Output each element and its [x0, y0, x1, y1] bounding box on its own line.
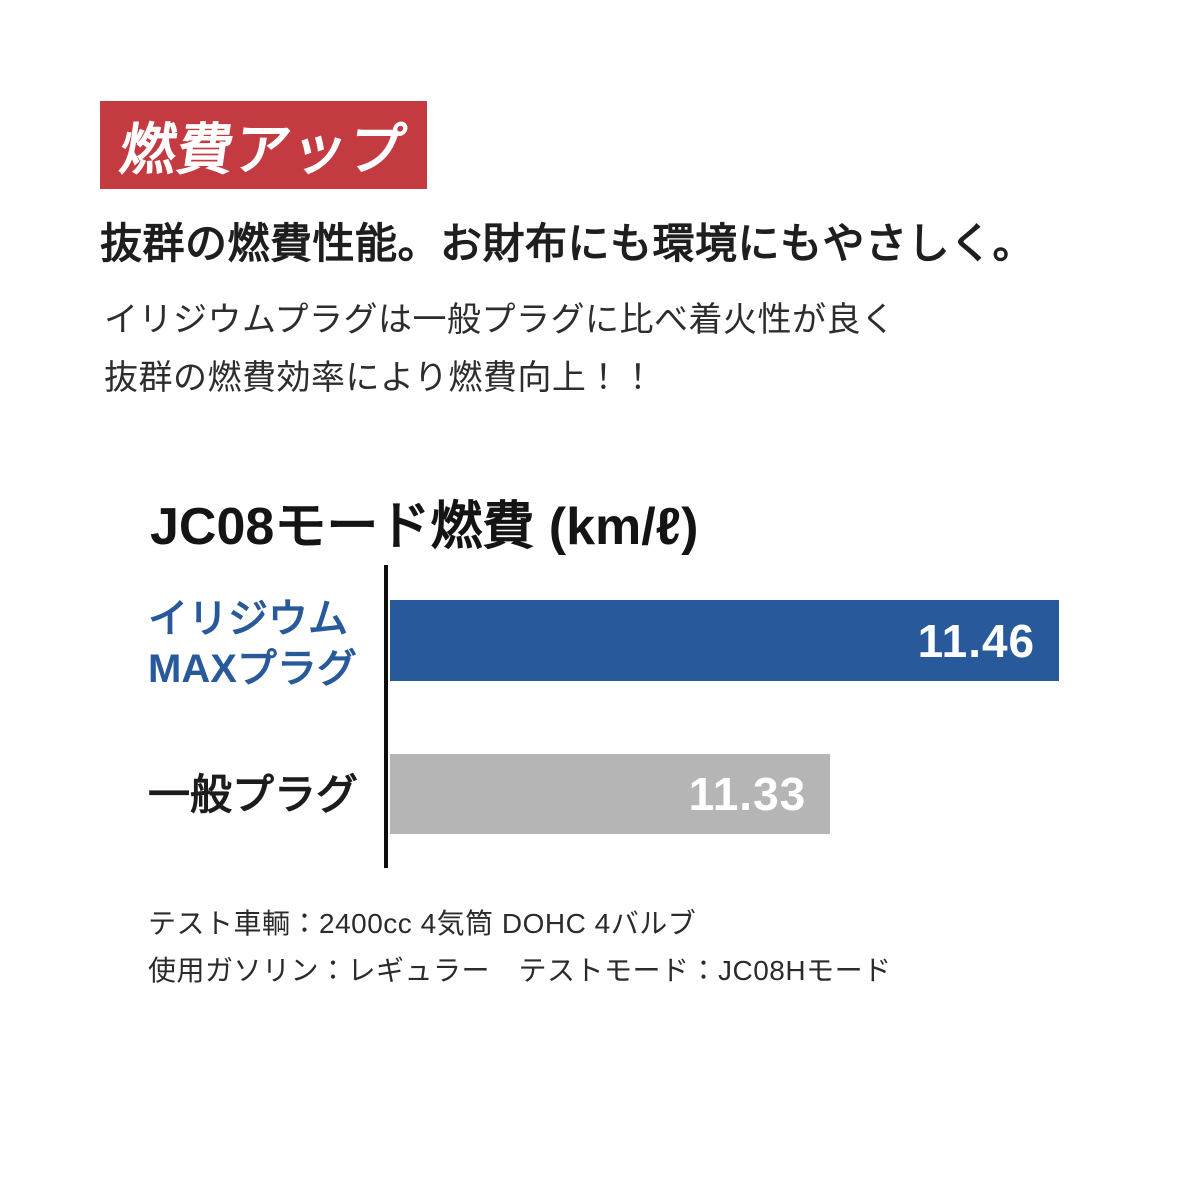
fuel-up-badge: 燃費アップ — [100, 101, 427, 189]
bar-label-iridium-max: イリジウム MAXプラグ — [148, 594, 357, 694]
footnote-test-conditions: 使用ガソリン：レギュラー テストモード：JC08Hモード — [148, 955, 892, 986]
bar-label-standard-plug-line-1: 一般プラグ — [148, 771, 359, 818]
bar-row-iridium-max: 11.46 — [390, 600, 1200, 681]
bar-value-standard-plug: 11.33 — [688, 768, 807, 820]
body-text-line-2: 抜群の燃費効率により燃費向上！！ — [104, 359, 656, 397]
bar-label-iridium-max-line-2: MAXプラグ — [148, 647, 357, 691]
chart-title: JC08モード燃費 (km/ℓ) — [150, 498, 699, 556]
bar-value-iridium-max: 11.46 — [917, 614, 1036, 667]
chart-axis-line — [384, 565, 388, 868]
bar-iridium-max: 11.46 — [390, 600, 1060, 681]
bar-label-iridium-max-line-1: イリジウム — [148, 597, 348, 641]
fuel-up-badge-label: 燃費アップ — [116, 117, 410, 181]
footnote-test-vehicle: テスト車輌：2400cc 4気筒 DOHC 4バルブ — [148, 908, 697, 939]
headline: 抜群の燃費性能。お財布にも環境にもやさしく。 — [100, 220, 1036, 267]
bar-row-standard-plug: 11.33 — [390, 754, 1200, 834]
bar-standard-plug: 11.33 — [390, 754, 831, 834]
bar-label-standard-plug: 一般プラグ — [148, 770, 358, 820]
body-text-line-1: イリジウムプラグは一般プラグに比べ着火性が良く — [104, 301, 896, 339]
